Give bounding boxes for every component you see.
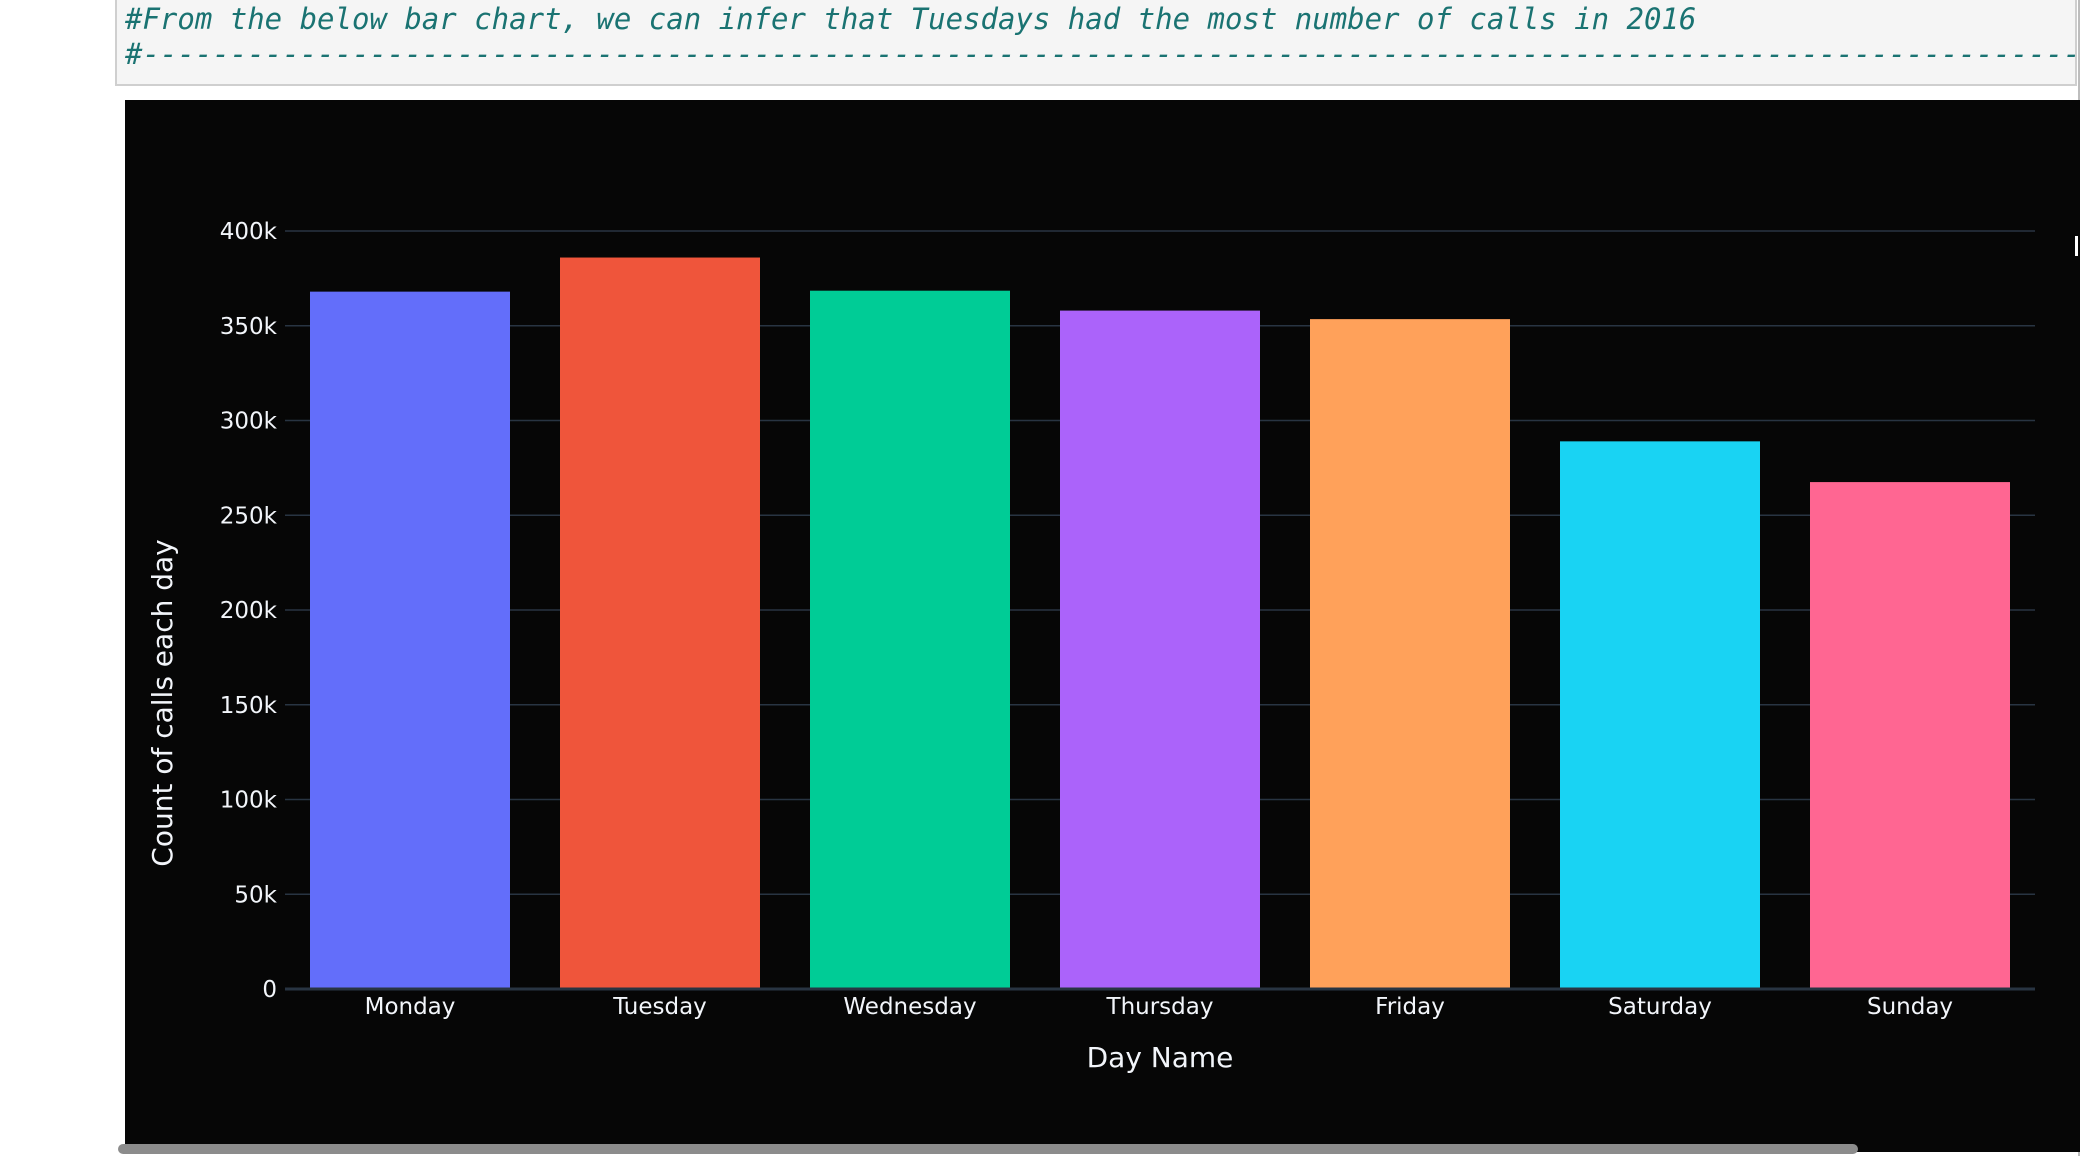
y-tick-label: 300k [220,409,278,435]
code-separator-line: #---------------------------------------… [125,37,2077,71]
y-tick-label: 250k [220,503,278,529]
plot-output[interactable]: 0 50k 100k 150k 200k 250k 300k 350k 400k Monday T… [125,100,2080,1152]
x-tick-label: Thursday [1106,994,1214,1020]
bar-friday[interactable] [1310,319,1510,989]
y-tick-labels: 0 50k 100k 150k 200k 250k 300k 350k 400k [220,219,278,1003]
x-tick-label: Friday [1375,994,1445,1020]
x-tick-label: Sunday [1867,994,1953,1020]
y-tick-label: 350k [220,314,278,340]
bar-wednesday[interactable] [810,290,1010,989]
bars [310,257,2010,990]
x-tick-labels: Monday Tuesday Wednesday Thursday Friday Satu… [365,994,1953,1020]
x-tick-label: Wednesday [843,994,976,1020]
y-axis-title: Count of calls each day [146,539,179,866]
code-comment-line: #From the below bar chart, we can infer … [125,2,1697,36]
bar-tuesday[interactable] [560,257,760,989]
bar-sunday[interactable] [1810,482,2010,989]
x-tick-label: Saturday [1608,994,1712,1020]
horizontal-scrollbar[interactable] [118,1144,1858,1154]
y-tick-label: 400k [220,219,278,245]
x-tick-label: Tuesday [612,994,707,1020]
bar-saturday[interactable] [1560,441,1760,990]
y-tick-label: 200k [220,598,278,624]
y-tick-label: 0 [262,977,277,1003]
code-cell[interactable]: #From the below bar chart, we can infer … [115,0,2077,86]
x-tick-label: Monday [365,994,456,1020]
x-axis-title: Day Name [1087,1041,1234,1074]
y-tick-label: 100k [220,788,278,814]
y-tick-label: 150k [220,693,278,719]
bar-chart[interactable]: 0 50k 100k 150k 200k 250k 300k 350k 400k Monday T… [125,100,2080,1152]
bar-monday[interactable] [310,291,510,989]
y-tick-label: 50k [234,882,277,908]
scroll-marker [2075,236,2078,256]
bar-thursday[interactable] [1060,310,1260,990]
